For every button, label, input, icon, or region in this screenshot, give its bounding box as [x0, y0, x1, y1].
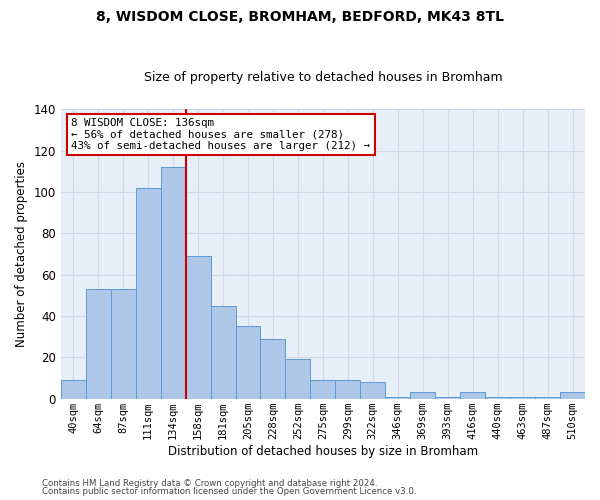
Bar	[460, 392, 485, 398]
Bar	[136, 188, 161, 398]
Bar	[510, 396, 535, 398]
Text: 8 WISDOM CLOSE: 136sqm
← 56% of detached houses are smaller (278)
43% of semi-de: 8 WISDOM CLOSE: 136sqm ← 56% of detached…	[71, 118, 370, 151]
Y-axis label: Number of detached properties: Number of detached properties	[15, 161, 28, 347]
Bar	[535, 396, 560, 398]
Bar	[361, 382, 385, 398]
Bar	[286, 360, 310, 399]
Bar	[310, 380, 335, 398]
Text: Contains public sector information licensed under the Open Government Licence v3: Contains public sector information licen…	[42, 487, 416, 496]
Bar	[236, 326, 260, 398]
Bar	[161, 167, 185, 398]
Bar	[185, 256, 211, 398]
Bar	[435, 396, 460, 398]
Bar	[86, 289, 111, 399]
Text: 8, WISDOM CLOSE, BROMHAM, BEDFORD, MK43 8TL: 8, WISDOM CLOSE, BROMHAM, BEDFORD, MK43 …	[96, 10, 504, 24]
Bar	[111, 289, 136, 399]
Bar	[560, 392, 585, 398]
Bar	[260, 338, 286, 398]
X-axis label: Distribution of detached houses by size in Bromham: Distribution of detached houses by size …	[168, 444, 478, 458]
Title: Size of property relative to detached houses in Bromham: Size of property relative to detached ho…	[143, 72, 502, 85]
Bar	[61, 380, 86, 398]
Bar	[485, 396, 510, 398]
Text: Contains HM Land Registry data © Crown copyright and database right 2024.: Contains HM Land Registry data © Crown c…	[42, 478, 377, 488]
Bar	[335, 380, 361, 398]
Bar	[410, 392, 435, 398]
Bar	[211, 306, 236, 398]
Bar	[385, 396, 410, 398]
